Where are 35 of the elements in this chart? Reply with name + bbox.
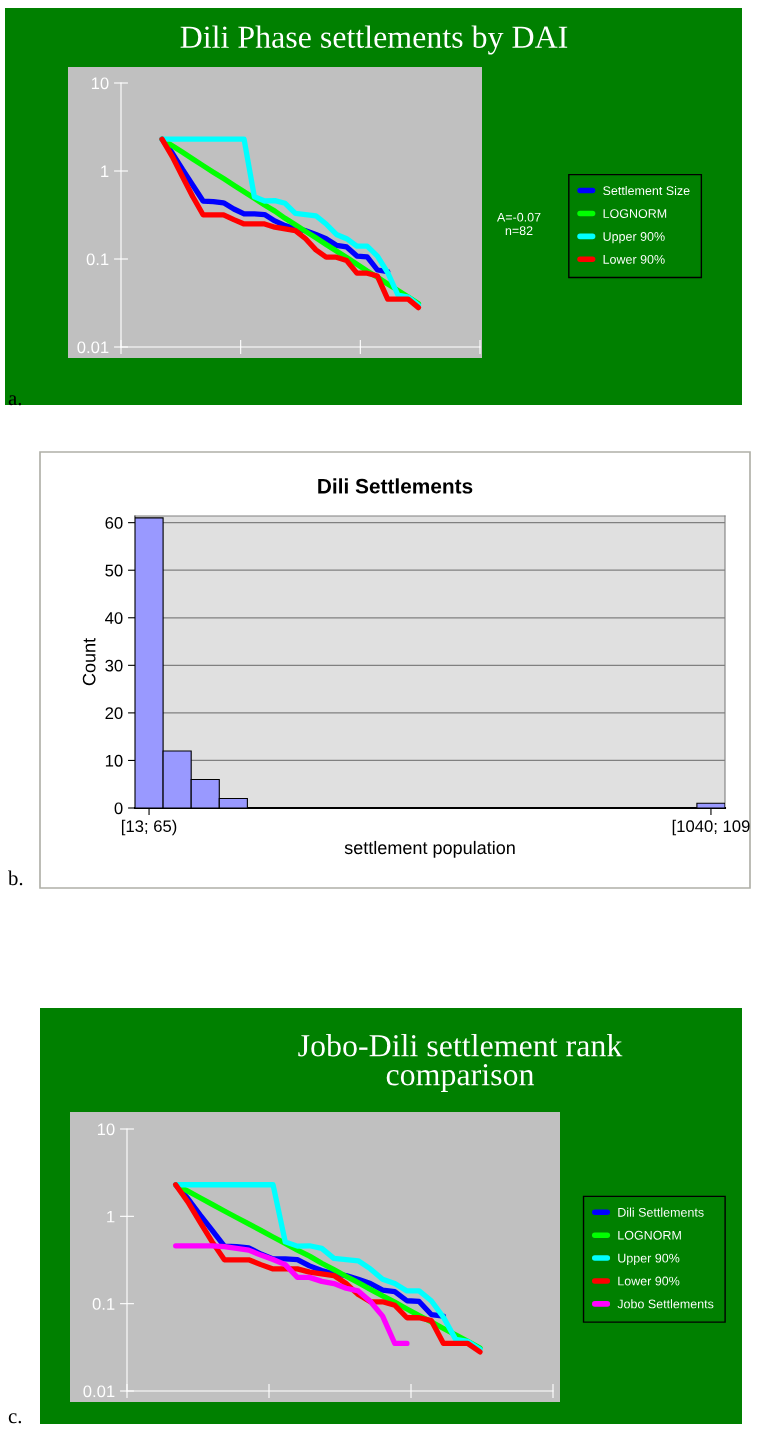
y-tick-label: 0.01 xyxy=(77,341,109,354)
y-tick-label: 0.1 xyxy=(92,1298,115,1310)
y-tick-label: 10 xyxy=(105,754,123,767)
legend-label: Upper 90% xyxy=(603,232,665,244)
y-tick-label: 0 xyxy=(114,802,123,815)
text: A=-0.07 n=82 xyxy=(496,212,541,236)
y-tick-label: 20 xyxy=(105,707,123,720)
legend-label: Lower 90% xyxy=(603,254,665,264)
chart-title: Dili Phase settlements by DAI xyxy=(180,25,568,55)
y-tick-label: 1 xyxy=(101,165,109,178)
y-tick-label: 60 xyxy=(105,517,123,529)
legend-label: LOGNORM xyxy=(603,209,667,218)
legend-label: Settlement Size xyxy=(603,185,690,196)
x-axis-title: settlement population xyxy=(344,840,515,858)
legend-label: Upper 90% xyxy=(618,1253,680,1266)
y-tick-label: 30 xyxy=(105,659,123,672)
text: b. xyxy=(8,870,23,886)
chart-title: Jobo-Dili settlement rank comparison xyxy=(298,1034,623,1092)
text: a. xyxy=(8,395,22,406)
legend-label: Lower 90% xyxy=(618,1276,680,1286)
y-tick-label: 0.01 xyxy=(83,1385,115,1398)
y-tick-label: 1 xyxy=(107,1210,115,1223)
legend-label: Dili Settlements xyxy=(618,1207,704,1217)
y-tick-label: 10 xyxy=(97,1123,115,1136)
x-tick-label: [13; 65) xyxy=(121,819,177,836)
y-tick-label: 0.1 xyxy=(86,253,109,266)
text: c. xyxy=(8,1413,22,1424)
y-tick-label: 40 xyxy=(105,612,123,624)
legend-label: LOGNORM xyxy=(618,1230,681,1240)
chart-title: Dili Settlements xyxy=(318,478,473,494)
x-tick-label: [1040; 109 xyxy=(672,819,750,836)
y-tick-label: 50 xyxy=(105,564,123,577)
legend-label: Jobo Settlements xyxy=(617,1299,714,1309)
y-axis-title: Count xyxy=(82,638,96,686)
y-tick-label: 10 xyxy=(91,77,109,90)
